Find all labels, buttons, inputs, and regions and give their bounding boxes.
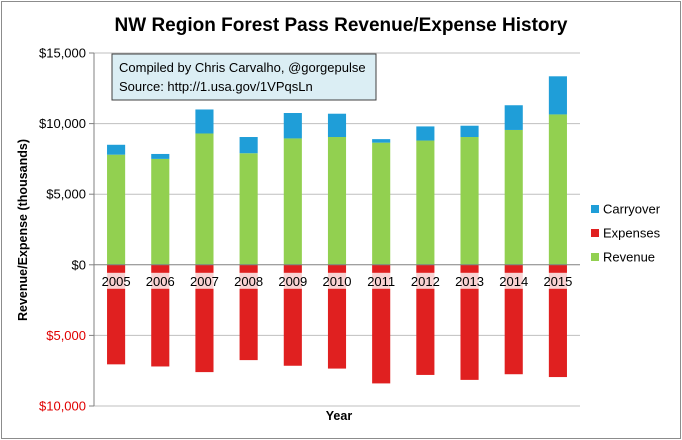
bar-revenue [107, 154, 126, 265]
x-tick-label: 2011 [367, 274, 395, 289]
y-tick-label: $5,000 [46, 187, 86, 202]
bar-revenue [372, 142, 391, 265]
bar-revenue [504, 129, 523, 265]
bar-revenue [416, 140, 435, 265]
legend-swatch [591, 229, 599, 237]
legend-label: Revenue [603, 250, 655, 265]
bar-expenses [504, 264, 523, 375]
x-tick-label: 2014 [499, 274, 528, 289]
bar-revenue [239, 153, 258, 265]
bar-carryover [416, 126, 435, 141]
y-tick-label: $5,000 [46, 328, 86, 343]
bar-revenue [195, 133, 214, 265]
bar-revenue [151, 158, 170, 265]
bar-expenses [107, 264, 126, 365]
annotation-line-2: Source: http://1.usa.gov/1VPqsLn [119, 79, 313, 94]
bar-carryover [239, 137, 258, 154]
bar-expenses [195, 264, 214, 373]
bar-carryover [195, 109, 214, 134]
x-tick-label: 2006 [146, 274, 175, 289]
bar-revenue [548, 114, 567, 265]
legend: Carryover Expenses Revenue [591, 202, 661, 265]
x-tick-label-bg [496, 272, 531, 289]
bar-carryover [327, 113, 347, 138]
bar-revenue [460, 137, 479, 265]
x-tick-label-bg [99, 272, 134, 289]
x-tick-label-bg [275, 272, 310, 289]
legend-label: Expenses [603, 226, 661, 241]
x-tick-label-bg [408, 272, 443, 289]
bar-expenses [416, 264, 435, 375]
legend-swatch [591, 253, 599, 261]
x-tick-label-bg [540, 272, 575, 289]
x-tick-label: 2005 [102, 274, 131, 289]
bar-expenses [548, 264, 567, 378]
x-tick-label-bg [452, 272, 487, 289]
y-tick-label: $0 [72, 257, 86, 272]
legend-swatch [591, 205, 599, 213]
bar-expenses [283, 264, 302, 366]
bars [107, 76, 567, 384]
annotation-box: Compiled by Chris Carvalho, @gorgepulse … [111, 53, 377, 101]
y-tick-label: $10,000 [39, 399, 86, 414]
x-tick-label-bg [320, 272, 354, 289]
annotation-line-1: Compiled by Chris Carvalho, @gorgepulse [119, 60, 366, 75]
x-tick-label-bg [143, 272, 178, 289]
bar-carryover [372, 139, 391, 143]
x-tick-label: 2013 [455, 274, 484, 289]
x-tick-label: 2015 [543, 274, 572, 289]
y-tick-label: $10,000 [39, 116, 86, 131]
bar-carryover [283, 113, 302, 139]
bar-carryover [548, 76, 567, 115]
x-tick-label: 2007 [190, 274, 219, 289]
axes: $15,000 $10,000 $5,000 $0 $5,000 $10,000 2005 2… [39, 46, 580, 414]
bar-carryover [107, 144, 126, 155]
legend-label: Carryover [603, 202, 661, 217]
bar-revenue [327, 137, 347, 265]
x-tick-label: 2012 [411, 274, 440, 289]
x-tick-label: 2010 [323, 274, 352, 289]
x-axis-title: Year [326, 409, 353, 423]
y-tick-label: $15,000 [39, 46, 86, 61]
bar-expenses [327, 264, 347, 369]
bar-carryover [151, 153, 170, 159]
bar-expenses [460, 264, 479, 380]
x-tick-label-bg [364, 272, 399, 289]
y-axis-title: Revenue/Expense (thousands) [16, 139, 30, 321]
bar-revenue [283, 138, 302, 265]
bar-carryover [460, 125, 479, 138]
x-tick-label-bg [187, 272, 222, 289]
x-tick-label-bg [231, 272, 266, 289]
chart-title: NW Region Forest Pass Revenue/Expense Hi… [115, 15, 568, 36]
bar-expenses [151, 264, 170, 367]
bar-expenses [372, 264, 391, 384]
x-tick-label: 2008 [234, 274, 263, 289]
x-tick-label: 2009 [278, 274, 307, 289]
bar-carryover [504, 105, 523, 130]
